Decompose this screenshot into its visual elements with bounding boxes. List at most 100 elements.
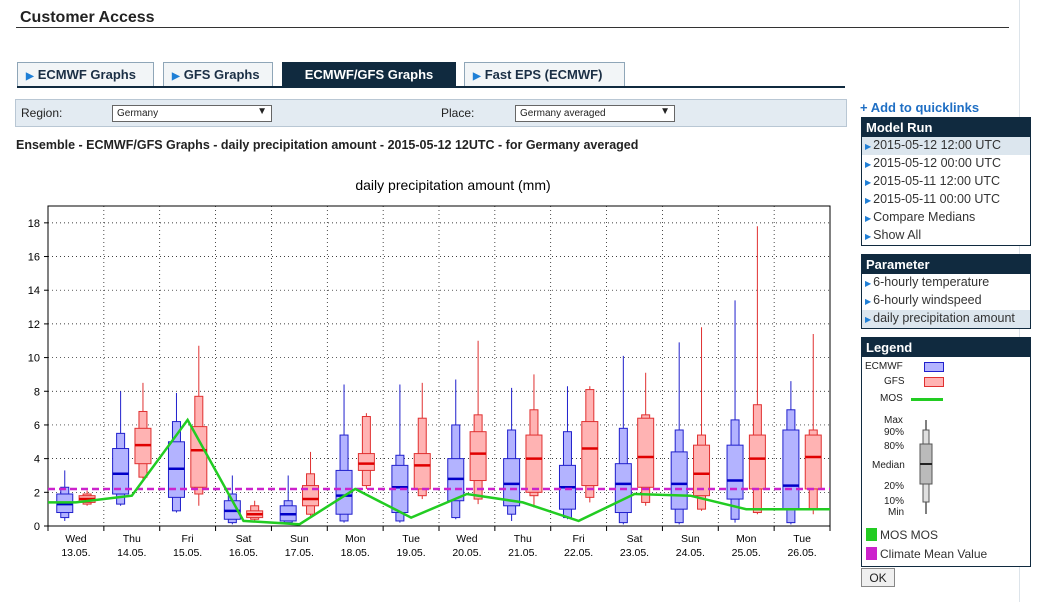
x-tick-label-date: 23.05. bbox=[620, 547, 649, 559]
tab-label: Fast EPS (ECMWF) bbox=[484, 67, 603, 82]
y-tick-label: 12 bbox=[28, 319, 40, 331]
x-tick-label-date: 16.05. bbox=[229, 547, 258, 559]
parameter-item-label: 6-hourly windspeed bbox=[873, 293, 982, 307]
play-icon: ▶ bbox=[865, 214, 872, 223]
model-run-item-label: Show All bbox=[873, 228, 922, 242]
ok-button[interactable]: OK bbox=[861, 568, 895, 587]
x-tick-label-date: 20.05. bbox=[452, 547, 481, 559]
region-value: Germany bbox=[117, 108, 159, 119]
legend-p10-label: 10% bbox=[884, 496, 905, 507]
legend-climate-key-label: Climate Mean Value bbox=[880, 547, 988, 561]
x-tick-label-day: Tue bbox=[793, 533, 811, 545]
model-run-item-label: 2015-05-11 12:00 UTC bbox=[873, 174, 1001, 188]
x-tick-label-date: 26.05. bbox=[787, 547, 816, 559]
model-run-item-label: 2015-05-11 00:00 UTC bbox=[873, 192, 1001, 206]
play-icon: ▶ bbox=[865, 279, 872, 288]
x-tick-label-date: 18.05. bbox=[341, 547, 370, 559]
legend-mos-key-label: MOS MOS bbox=[880, 528, 939, 542]
play-icon: ▶ bbox=[865, 178, 872, 187]
legend-max-label: Max bbox=[884, 415, 903, 426]
x-tick-label-date: 19.05. bbox=[396, 547, 425, 559]
ecmwf-box-inner-box bbox=[503, 458, 521, 507]
model-run-item[interactable]: ▶ 2015-05-12 00:00 UTC bbox=[862, 155, 1030, 173]
x-tick-label-day: Thu bbox=[514, 533, 532, 545]
y-tick-label: 16 bbox=[28, 252, 40, 264]
mos-series-line bbox=[48, 417, 830, 526]
gfs-box-inner-box bbox=[804, 434, 822, 490]
gfs-box-inner-box bbox=[357, 453, 375, 471]
ecmwf-box-inner-box bbox=[726, 444, 744, 500]
legend-mos-swatch bbox=[911, 398, 943, 401]
x-tick-label-day: Fri bbox=[182, 533, 194, 545]
x-tick-label-day: Thu bbox=[123, 533, 141, 545]
model-run-item[interactable]: ▶ Compare Medians bbox=[862, 209, 1030, 227]
legend-mos-label: MOS bbox=[880, 393, 903, 404]
x-tick-label-day: Tue bbox=[402, 533, 420, 545]
gfs-box-inner-box bbox=[302, 485, 320, 507]
x-tick-label-date: 25.05. bbox=[732, 547, 761, 559]
gfs-box-inner-box bbox=[581, 421, 599, 487]
legend-ecmwf-swatch bbox=[924, 362, 944, 372]
add-quicklinks-link[interactable]: + Add to quicklinks bbox=[860, 100, 980, 115]
x-tick-label-day: Wed bbox=[456, 533, 478, 545]
model-run-item[interactable]: ▶ Show All bbox=[862, 227, 1030, 245]
ecmwf-box-inner-box bbox=[670, 451, 688, 510]
model-run-item-label: 2015-05-12 00:00 UTC bbox=[873, 156, 1002, 170]
tab-gfs-graphs[interactable]: ▶ GFS Graphs bbox=[163, 62, 273, 86]
tab-ecmwf-gfs-graphs[interactable]: ECMWF/GFS Graphs bbox=[282, 62, 456, 86]
y-tick-label: 6 bbox=[34, 420, 40, 432]
y-tick-label: 0 bbox=[34, 521, 40, 533]
y-tick-label: 8 bbox=[34, 386, 40, 398]
tab-ecmwf-graphs[interactable]: ▶ ECMWF Graphs bbox=[17, 62, 154, 86]
gfs-box-outer-box bbox=[361, 416, 371, 487]
tab-label: GFS Graphs bbox=[183, 67, 260, 82]
title-divider bbox=[16, 27, 1009, 28]
play-icon: ▶ bbox=[865, 196, 872, 205]
parameter-item[interactable]: ▶ 6-hourly temperature bbox=[862, 274, 1030, 292]
model-run-item[interactable]: ▶ 2015-05-11 00:00 UTC bbox=[862, 191, 1030, 209]
filter-bar: Region: Germany ▼ Place: Germany average… bbox=[15, 99, 847, 127]
play-icon: ▶ bbox=[473, 71, 481, 82]
y-tick-label: 14 bbox=[28, 285, 40, 297]
tab-fast-eps[interactable]: ▶ Fast EPS (ECMWF) bbox=[464, 62, 625, 86]
legend-boxplot-glyph bbox=[919, 420, 933, 514]
x-tick-label-date: 14.05. bbox=[117, 547, 146, 559]
chart-title: daily precipitation amount (mm) bbox=[355, 177, 550, 193]
dropdown-arrow-icon: ▼ bbox=[257, 106, 267, 117]
y-tick-label: 18 bbox=[28, 218, 40, 230]
place-label: Place: bbox=[441, 106, 475, 120]
gfs-box-inner-box bbox=[637, 417, 655, 488]
y-tick-label: 4 bbox=[34, 454, 40, 466]
legend-mos-key: MOS MOS bbox=[866, 528, 938, 542]
place-value: Germany averaged bbox=[520, 108, 606, 119]
x-tick-label-day: Sun bbox=[681, 533, 700, 545]
mos-color-swatch bbox=[866, 528, 877, 541]
play-icon: ▶ bbox=[865, 297, 872, 306]
tab-label: ECMWF Graphs bbox=[37, 67, 136, 82]
x-tick-label-day: Mon bbox=[345, 533, 366, 545]
model-run-item[interactable]: ▶ 2015-05-12 12:00 UTC bbox=[862, 137, 1030, 155]
climate-color-swatch bbox=[866, 547, 877, 560]
parameter-item[interactable]: ▶ 6-hourly windspeed bbox=[862, 292, 1030, 310]
x-tick-label-date: 24.05. bbox=[676, 547, 705, 559]
x-tick-label-date: 13.05. bbox=[61, 547, 90, 559]
model-run-item[interactable]: ▶ 2015-05-11 12:00 UTC bbox=[862, 173, 1030, 191]
region-select[interactable]: Germany ▼ bbox=[112, 105, 272, 122]
parameter-item-label: daily precipitation amount bbox=[873, 311, 1015, 325]
x-tick-label-date: 17.05. bbox=[285, 547, 314, 559]
x-tick-label-date: 21.05. bbox=[508, 547, 537, 559]
place-select[interactable]: Germany averaged ▼ bbox=[515, 105, 675, 122]
gfs-box-inner-box bbox=[469, 431, 487, 482]
parameter-item[interactable]: ▶ daily precipitation amount bbox=[862, 310, 1030, 328]
gfs-box-inner-box bbox=[693, 444, 711, 497]
parameter-panel: Parameter ▶ 6-hourly temperature ▶ 6-hourly… bbox=[861, 254, 1031, 329]
legend-gfs-swatch bbox=[924, 377, 944, 387]
tab-underline bbox=[17, 86, 845, 88]
x-tick-label-date: 22.05. bbox=[564, 547, 593, 559]
model-run-item-label: 2015-05-12 12:00 UTC bbox=[873, 138, 1002, 152]
model-run-item-label: Compare Medians bbox=[873, 210, 976, 224]
y-tick-label: 10 bbox=[28, 353, 40, 365]
tab-label: ECMWF/GFS Graphs bbox=[304, 67, 434, 82]
play-icon: ▶ bbox=[865, 315, 872, 324]
model-run-title: Model Run bbox=[862, 118, 1030, 137]
